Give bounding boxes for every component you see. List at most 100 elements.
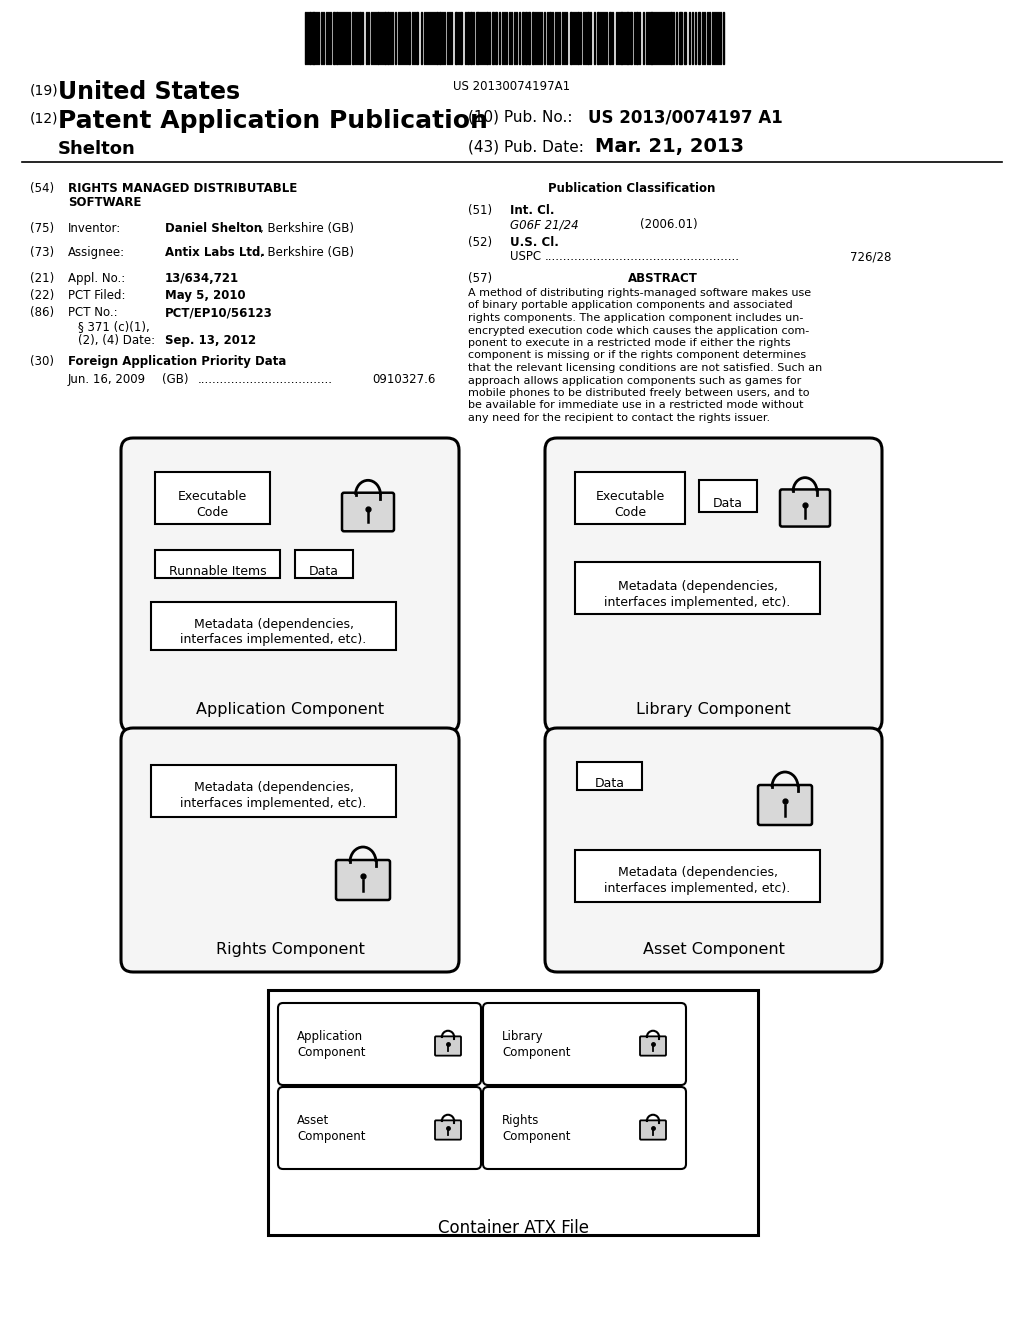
Text: Code: Code: [614, 506, 646, 519]
Text: Asset: Asset: [297, 1114, 330, 1127]
Bar: [476, 12, 479, 63]
Bar: [155, 550, 280, 578]
Text: US 20130074197A1: US 20130074197A1: [454, 81, 570, 92]
Text: Application: Application: [297, 1030, 364, 1043]
FancyBboxPatch shape: [435, 1121, 461, 1139]
Bar: [155, 473, 270, 524]
FancyBboxPatch shape: [121, 729, 459, 972]
Bar: [151, 602, 396, 649]
Text: US 2013/0074197 A1: US 2013/0074197 A1: [588, 110, 782, 127]
Text: (52): (52): [468, 236, 493, 249]
Text: , Berkshire (GB): , Berkshire (GB): [260, 246, 354, 259]
Text: that the relevant licensing conditions are not satisfied. Such an: that the relevant licensing conditions a…: [468, 363, 822, 374]
Text: ....................................................: ........................................…: [545, 249, 740, 263]
Text: Library: Library: [502, 1030, 544, 1043]
FancyBboxPatch shape: [435, 1036, 461, 1056]
FancyBboxPatch shape: [342, 492, 394, 531]
Text: Appl. No.:: Appl. No.:: [68, 272, 125, 285]
Bar: [470, 12, 472, 63]
Text: Rights: Rights: [502, 1114, 540, 1127]
Text: Assignee:: Assignee:: [68, 246, 125, 259]
FancyBboxPatch shape: [336, 861, 390, 900]
Text: Component: Component: [502, 1130, 570, 1143]
Bar: [467, 12, 469, 63]
Text: (10) Pub. No.:: (10) Pub. No.:: [468, 110, 578, 124]
Bar: [309, 12, 311, 63]
Text: Data: Data: [309, 565, 339, 578]
Text: (75): (75): [30, 222, 54, 235]
Bar: [575, 850, 820, 902]
Text: mobile phones to be distributed freely between users, and to: mobile phones to be distributed freely b…: [468, 388, 810, 399]
Text: encrypted execution code which causes the application com-: encrypted execution code which causes th…: [468, 326, 809, 335]
Bar: [698, 12, 700, 63]
Bar: [377, 12, 379, 63]
Text: interfaces implemented, etc).: interfaces implemented, etc).: [180, 634, 367, 645]
Text: Application Component: Application Component: [196, 702, 384, 717]
Text: Component: Component: [297, 1045, 366, 1059]
FancyBboxPatch shape: [545, 729, 882, 972]
Text: (30): (30): [30, 355, 54, 368]
Text: interfaces implemented, etc).: interfaces implemented, etc).: [604, 882, 791, 895]
Bar: [532, 12, 534, 63]
Bar: [549, 12, 551, 63]
Text: Metadata (dependencies,: Metadata (dependencies,: [194, 618, 353, 631]
Bar: [495, 12, 497, 63]
Bar: [575, 473, 685, 524]
Bar: [525, 12, 527, 63]
Bar: [609, 12, 611, 63]
Text: Component: Component: [297, 1130, 366, 1143]
Bar: [597, 12, 599, 63]
Text: Foreign Application Priority Data: Foreign Application Priority Data: [68, 355, 287, 368]
Bar: [336, 12, 338, 63]
Text: (43) Pub. Date:: (43) Pub. Date:: [468, 140, 584, 154]
Bar: [333, 12, 335, 63]
Text: Inventor:: Inventor:: [68, 222, 121, 235]
Bar: [684, 12, 686, 63]
Text: (54): (54): [30, 182, 54, 195]
Bar: [352, 12, 354, 63]
Bar: [384, 12, 386, 63]
Text: (21): (21): [30, 272, 54, 285]
Text: Data: Data: [713, 498, 743, 510]
Text: ponent to execute in a restricted mode if either the rights: ponent to execute in a restricted mode i…: [468, 338, 791, 348]
Text: (2), (4) Date:: (2), (4) Date:: [78, 334, 155, 347]
Bar: [460, 12, 462, 63]
FancyBboxPatch shape: [780, 490, 830, 527]
Text: USPC: USPC: [510, 249, 545, 263]
FancyBboxPatch shape: [268, 990, 758, 1236]
Text: § 371 (c)(1),: § 371 (c)(1),: [78, 319, 150, 333]
Bar: [439, 12, 441, 63]
Bar: [528, 12, 530, 63]
Text: Mar. 21, 2013: Mar. 21, 2013: [595, 137, 744, 156]
Text: Rights Component: Rights Component: [216, 942, 365, 957]
Text: PCT/EP10/56123: PCT/EP10/56123: [165, 306, 272, 319]
Text: Publication Classification: Publication Classification: [548, 182, 716, 195]
Text: Executable: Executable: [178, 490, 247, 503]
Text: (57): (57): [468, 272, 493, 285]
Text: interfaces implemented, etc).: interfaces implemented, etc).: [604, 597, 791, 609]
Text: (73): (73): [30, 246, 54, 259]
Bar: [577, 762, 642, 789]
Bar: [587, 12, 589, 63]
FancyBboxPatch shape: [640, 1121, 666, 1139]
Text: Component: Component: [502, 1045, 570, 1059]
Text: Int. Cl.: Int. Cl.: [510, 205, 555, 216]
FancyBboxPatch shape: [278, 1003, 481, 1085]
Text: 13/634,721: 13/634,721: [165, 272, 240, 285]
Text: Patent Application Publication: Patent Application Publication: [58, 110, 487, 133]
Text: Sep. 13, 2012: Sep. 13, 2012: [165, 334, 256, 347]
Bar: [620, 12, 623, 63]
Text: Runnable Items: Runnable Items: [169, 565, 266, 578]
Text: Metadata (dependencies,: Metadata (dependencies,: [617, 866, 777, 879]
Text: 0910327.6: 0910327.6: [372, 374, 435, 385]
Bar: [387, 12, 389, 63]
Text: G06F 21/24: G06F 21/24: [510, 218, 579, 231]
Text: PCT No.:: PCT No.:: [68, 306, 118, 319]
Bar: [626, 12, 629, 63]
Text: approach allows application components such as games for: approach allows application components s…: [468, 375, 801, 385]
Text: be available for immediate use in a restricted mode without: be available for immediate use in a rest…: [468, 400, 804, 411]
Text: U.S. Cl.: U.S. Cl.: [510, 236, 559, 249]
Bar: [492, 12, 494, 63]
Bar: [630, 12, 632, 63]
FancyBboxPatch shape: [758, 785, 812, 825]
